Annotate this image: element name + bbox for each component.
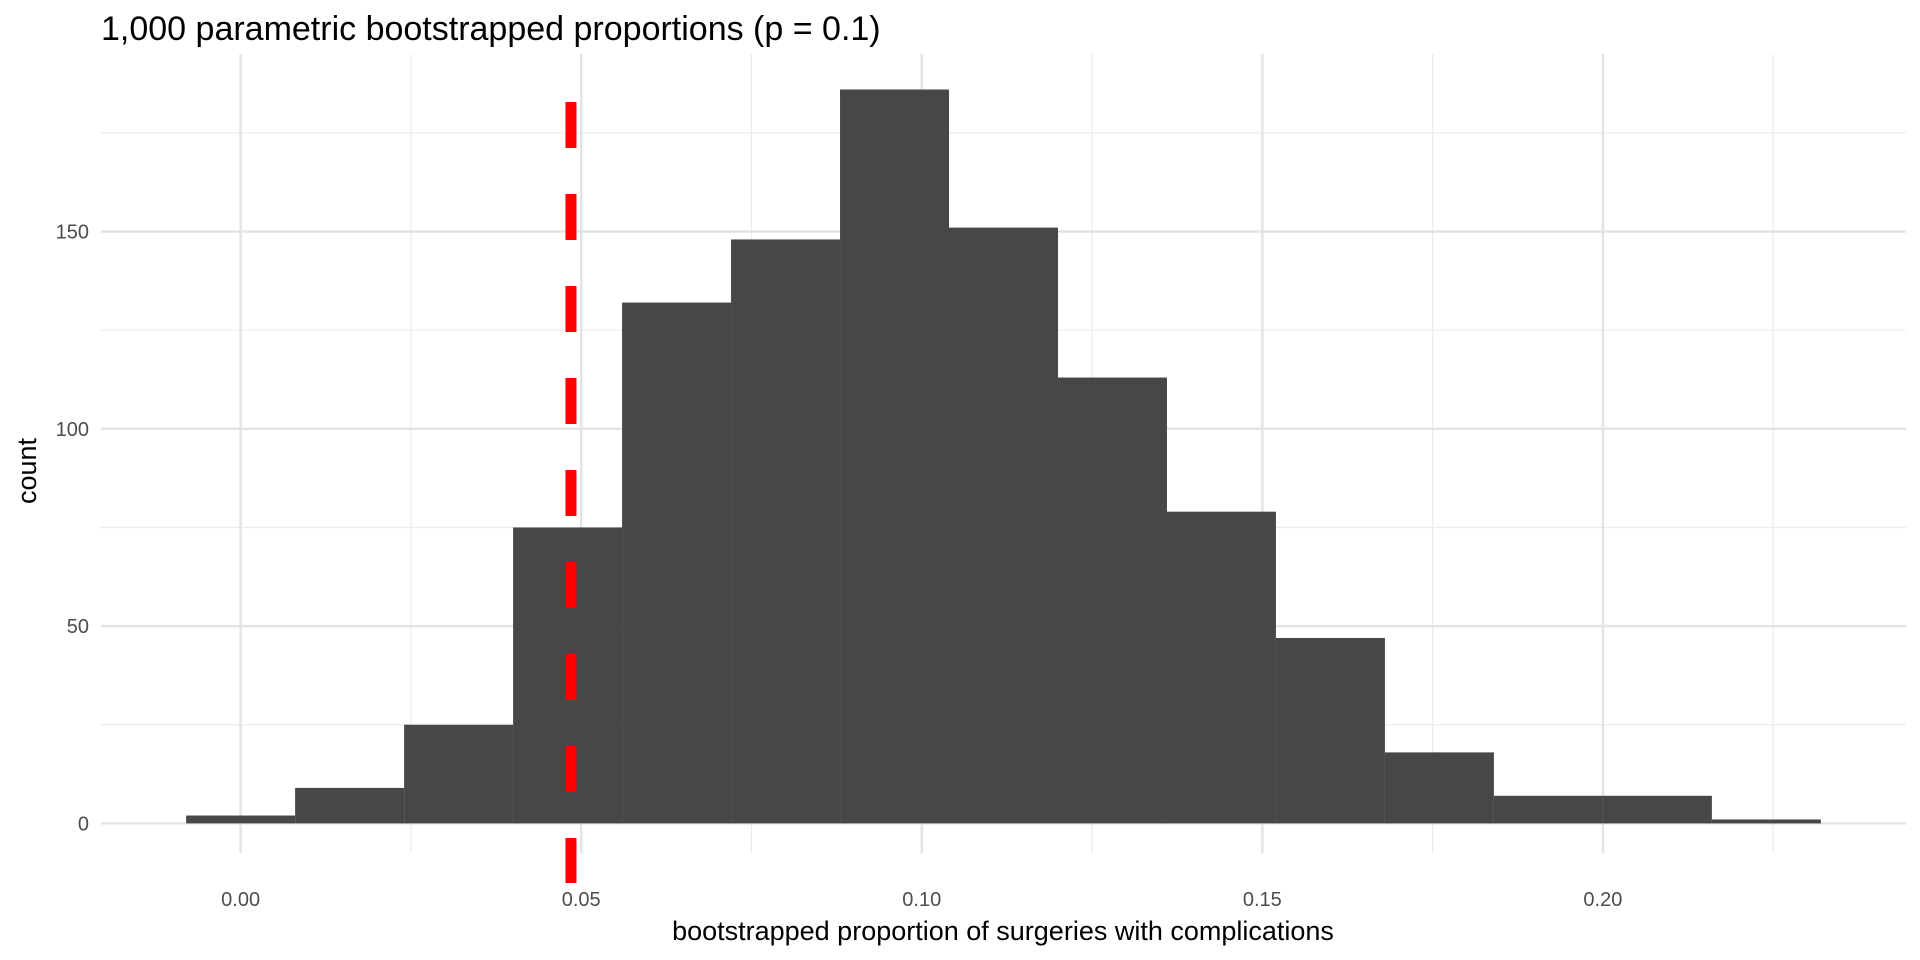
histogram-bar xyxy=(186,815,296,824)
chart-title: 1,000 parametric bootstrapped proportion… xyxy=(101,10,881,48)
histogram-bar xyxy=(295,787,405,824)
histogram-bar xyxy=(404,724,514,824)
x-tick-label: 0.10 xyxy=(902,889,941,911)
x-tick-label: 0.20 xyxy=(1583,889,1622,911)
y-tick-label: 50 xyxy=(67,616,89,638)
histogram-bar xyxy=(1384,752,1494,824)
histogram-bar xyxy=(1057,377,1167,824)
histogram-bar xyxy=(1275,637,1385,824)
histogram-bar xyxy=(1711,819,1821,824)
x-tick-label: 0.00 xyxy=(221,889,260,911)
histogram-bar xyxy=(1493,795,1603,824)
y-tick-label: 0 xyxy=(78,813,89,835)
x-axis-label: bootstrapped proportion of surgeries wit… xyxy=(672,916,1334,946)
y-axis-label: count xyxy=(12,437,42,504)
y-tick-label: 150 xyxy=(56,222,89,244)
histogram-bar xyxy=(949,227,1058,824)
histogram-bar xyxy=(1602,795,1712,824)
histogram-bar xyxy=(840,89,950,824)
histogram-bar xyxy=(1166,511,1276,824)
histogram-bars xyxy=(186,89,1821,824)
x-tick-label: 0.15 xyxy=(1243,889,1282,911)
tick-labels: 0.00 0.05 0.10 0.15 0.20 0 50 100 150 xyxy=(56,222,1623,911)
histogram-bar xyxy=(622,302,732,824)
histogram-bar xyxy=(731,239,841,824)
x-tick-label: 0.05 xyxy=(562,889,601,911)
y-tick-label: 100 xyxy=(56,419,89,441)
